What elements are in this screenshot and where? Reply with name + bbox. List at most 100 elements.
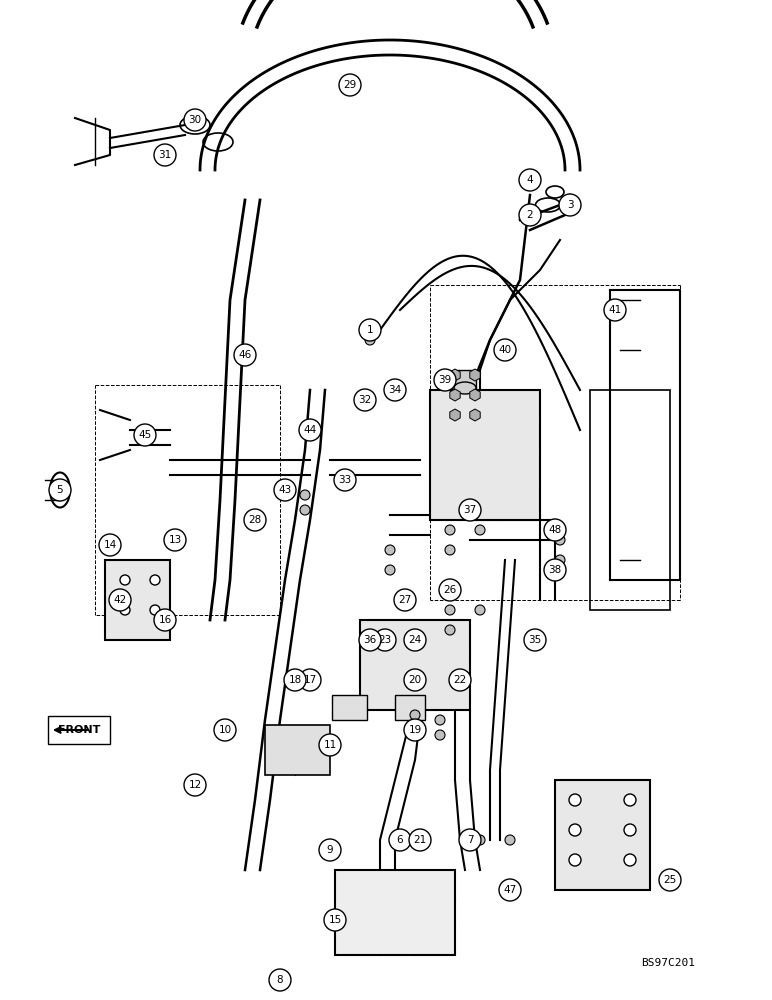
Circle shape	[319, 839, 341, 861]
FancyBboxPatch shape	[335, 870, 455, 955]
Text: 9: 9	[327, 845, 334, 855]
Text: 23: 23	[378, 635, 391, 645]
Circle shape	[214, 719, 236, 741]
Circle shape	[544, 559, 566, 581]
Circle shape	[334, 469, 356, 491]
Circle shape	[404, 719, 426, 741]
Text: 28: 28	[249, 515, 262, 525]
Text: 31: 31	[158, 150, 171, 160]
Circle shape	[569, 854, 581, 866]
Text: 13: 13	[168, 535, 181, 545]
Circle shape	[555, 555, 565, 565]
Text: 42: 42	[113, 595, 127, 605]
Circle shape	[385, 565, 395, 575]
Circle shape	[150, 575, 160, 585]
Text: 41: 41	[608, 305, 621, 315]
Circle shape	[365, 335, 375, 345]
Text: 45: 45	[138, 430, 151, 440]
Circle shape	[624, 824, 636, 836]
Circle shape	[409, 829, 431, 851]
Text: 6: 6	[397, 835, 403, 845]
Text: 19: 19	[408, 725, 422, 735]
Circle shape	[109, 589, 131, 611]
Text: 1: 1	[367, 325, 374, 335]
Circle shape	[394, 589, 416, 611]
Circle shape	[120, 575, 130, 585]
Circle shape	[519, 204, 541, 226]
Circle shape	[459, 499, 481, 521]
Circle shape	[284, 669, 306, 691]
Text: 18: 18	[289, 675, 302, 685]
Text: 5: 5	[56, 485, 63, 495]
Circle shape	[624, 854, 636, 866]
Circle shape	[459, 829, 481, 851]
Circle shape	[164, 529, 186, 551]
Circle shape	[569, 794, 581, 806]
FancyBboxPatch shape	[454, 370, 476, 390]
Text: 35: 35	[528, 635, 542, 645]
Circle shape	[404, 669, 426, 691]
Circle shape	[324, 909, 346, 931]
Text: 26: 26	[443, 585, 456, 595]
Text: 17: 17	[303, 675, 317, 685]
Circle shape	[494, 339, 516, 361]
Text: 40: 40	[499, 345, 512, 355]
Text: 32: 32	[358, 395, 371, 405]
Circle shape	[299, 419, 321, 441]
Circle shape	[49, 479, 71, 501]
Circle shape	[475, 835, 485, 845]
Text: 33: 33	[338, 475, 351, 485]
Circle shape	[434, 369, 456, 391]
Circle shape	[445, 545, 455, 555]
Circle shape	[659, 869, 681, 891]
Text: 10: 10	[218, 725, 232, 735]
Circle shape	[184, 774, 206, 796]
Text: 21: 21	[413, 835, 427, 845]
Circle shape	[439, 579, 461, 601]
FancyBboxPatch shape	[395, 695, 425, 720]
Circle shape	[624, 794, 636, 806]
Text: 34: 34	[388, 385, 401, 395]
Circle shape	[154, 609, 176, 631]
Circle shape	[410, 710, 420, 720]
Circle shape	[445, 625, 455, 635]
Circle shape	[389, 829, 411, 851]
Text: 7: 7	[467, 835, 473, 845]
Ellipse shape	[454, 382, 476, 394]
Circle shape	[435, 730, 445, 740]
Circle shape	[359, 319, 381, 341]
Circle shape	[519, 169, 541, 191]
Text: 29: 29	[344, 80, 357, 90]
Text: 44: 44	[303, 425, 317, 435]
Text: 30: 30	[188, 115, 201, 125]
Text: 14: 14	[103, 540, 117, 550]
Circle shape	[319, 734, 341, 756]
Text: 47: 47	[503, 885, 516, 895]
Circle shape	[300, 490, 310, 500]
Text: 16: 16	[158, 615, 171, 625]
Circle shape	[234, 344, 256, 366]
Circle shape	[385, 545, 395, 555]
Text: 22: 22	[453, 675, 466, 685]
Text: 3: 3	[567, 200, 574, 210]
Circle shape	[120, 605, 130, 615]
Circle shape	[300, 505, 310, 515]
Circle shape	[499, 879, 521, 901]
Circle shape	[99, 534, 121, 556]
Text: 48: 48	[548, 525, 561, 535]
Circle shape	[449, 669, 471, 691]
Circle shape	[299, 669, 321, 691]
Text: 27: 27	[398, 595, 411, 605]
Text: 25: 25	[663, 875, 676, 885]
Circle shape	[154, 144, 176, 166]
Circle shape	[404, 629, 426, 651]
Text: 38: 38	[548, 565, 561, 575]
Circle shape	[524, 629, 546, 651]
Circle shape	[150, 605, 160, 615]
Text: 43: 43	[279, 485, 292, 495]
Text: BS97C201: BS97C201	[641, 958, 695, 968]
Text: 39: 39	[438, 375, 452, 385]
Text: 37: 37	[463, 505, 476, 515]
Circle shape	[374, 629, 396, 651]
Text: 4: 4	[527, 175, 533, 185]
